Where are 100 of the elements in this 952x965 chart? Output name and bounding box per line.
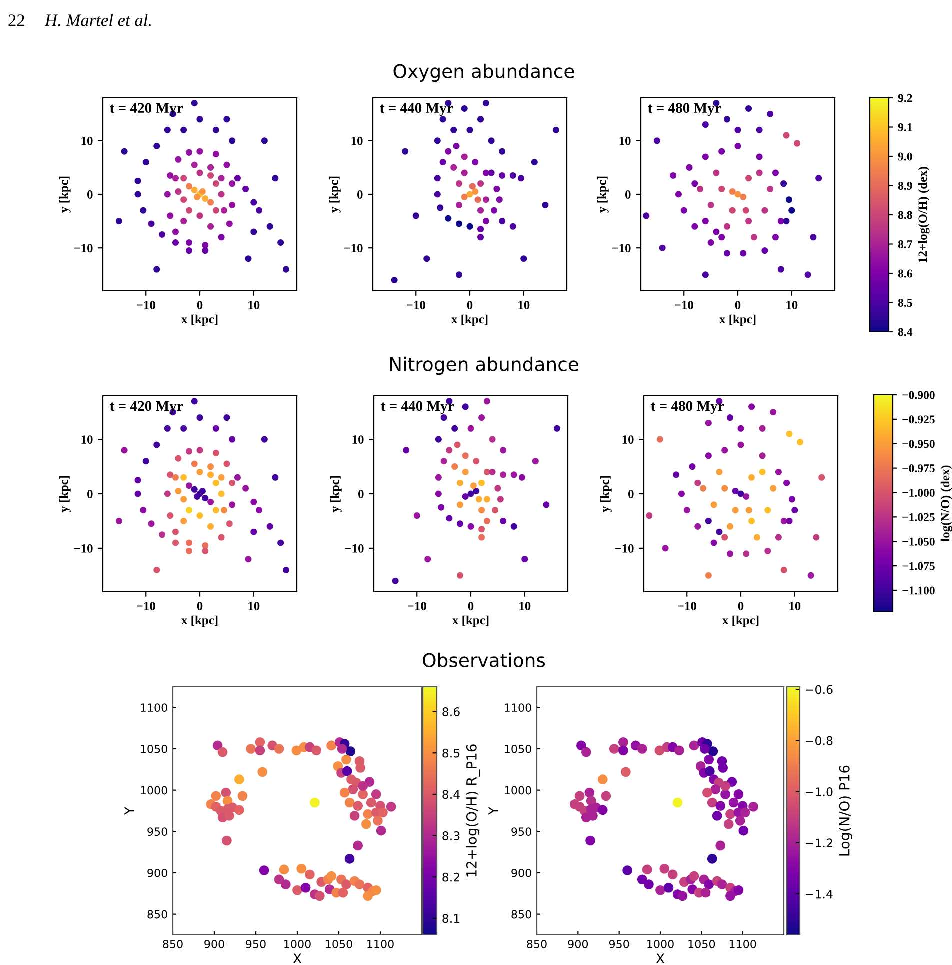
x-tick-label: −10 [408, 602, 426, 611]
y-tick-label: 1000 [505, 786, 532, 795]
point [762, 207, 768, 214]
point [468, 425, 474, 432]
point [494, 485, 502, 492]
point [500, 472, 507, 478]
point [742, 207, 750, 214]
point [770, 409, 777, 416]
point [497, 496, 504, 503]
point [750, 234, 758, 241]
point [810, 234, 817, 241]
point [734, 191, 742, 198]
point [496, 196, 503, 204]
y-axis-title: Y [124, 806, 134, 816]
point [440, 414, 448, 422]
point [450, 164, 458, 171]
y-tick-label: 1050 [505, 744, 532, 754]
point [705, 572, 712, 579]
color-bar-label: −0.925 [902, 416, 935, 424]
x-tick-label: 0 [467, 301, 473, 310]
point [494, 186, 500, 192]
point [702, 154, 709, 160]
x-tick-label: 10 [248, 301, 260, 310]
point [456, 272, 462, 278]
point [705, 420, 712, 426]
point [724, 250, 730, 257]
y-tick-label: 10 [352, 136, 363, 146]
point [452, 425, 458, 432]
point [452, 464, 458, 470]
x-axis-title: x [kpc] [181, 314, 218, 326]
point [472, 188, 479, 196]
color-bar-label: −1.050 [902, 538, 935, 546]
annotation: t = 420 Myr [110, 401, 183, 414]
point [743, 493, 750, 500]
point [489, 468, 496, 476]
y-tick-label: 1000 [141, 786, 168, 795]
point [738, 490, 744, 498]
color-bar-label: −1.000 [902, 488, 935, 498]
point [478, 234, 484, 241]
point [552, 126, 560, 134]
x-tick-label: 950 [246, 940, 266, 948]
point [697, 186, 704, 192]
point [786, 430, 793, 438]
point [435, 436, 442, 443]
y-tick-label: −10 [74, 244, 93, 253]
point [478, 116, 484, 123]
x-axis-title: x [kpc] [722, 616, 759, 628]
point [692, 223, 698, 230]
x-tick-label: 1000 [284, 940, 311, 948]
point [643, 212, 650, 220]
color-bar-label: 8.4 [442, 790, 460, 800]
point [726, 550, 734, 558]
point [522, 556, 528, 563]
point [542, 202, 549, 208]
point [756, 154, 763, 160]
x-tick-label: 1000 [648, 940, 674, 948]
point [734, 126, 742, 134]
point [808, 572, 814, 579]
x-tick-label: 10 [786, 301, 798, 310]
point [816, 175, 822, 182]
y-tick-label: 0 [358, 190, 363, 199]
point [780, 518, 788, 524]
point [450, 126, 458, 134]
point [778, 266, 784, 273]
y-axis-title: y [kpc] [600, 476, 612, 512]
point [743, 550, 750, 558]
y-axis-title: y [kpc] [60, 476, 71, 512]
x-axis-title: x [kpc] [719, 314, 756, 326]
y-tick-label: 10 [82, 436, 93, 444]
x-tick-label: 10 [248, 602, 260, 611]
color-bar-title: Log(N/O) P16 [839, 766, 853, 856]
text: Observations [423, 652, 546, 668]
point [499, 218, 506, 225]
color-bar-label: 8.2 [442, 872, 460, 882]
text: H. Martel et al. [44, 14, 151, 26]
y-axis-title: y [kpc] [598, 176, 609, 213]
y-axis-title: y [kpc] [330, 176, 341, 213]
y-tick-label: −10 [344, 244, 363, 253]
annotation: t = 420 Myr [110, 103, 183, 116]
point [718, 186, 726, 192]
point [748, 474, 756, 481]
x-tick-label: 0 [738, 602, 744, 611]
point [694, 523, 702, 530]
point [440, 159, 446, 166]
point [466, 191, 474, 198]
point [738, 425, 744, 432]
point [488, 138, 495, 144]
x-tick-label: 1050 [688, 940, 716, 948]
point [724, 116, 730, 123]
y-tick-label: 10 [352, 436, 364, 444]
point [392, 578, 399, 584]
point [780, 566, 788, 574]
point [818, 474, 826, 481]
point [484, 496, 490, 503]
x-tick-label: 900 [204, 940, 224, 948]
point [797, 439, 804, 446]
point [684, 507, 690, 514]
y-tick-label: 1100 [505, 704, 532, 712]
point [705, 518, 712, 524]
color-bar-label: 9.2 [898, 94, 912, 102]
